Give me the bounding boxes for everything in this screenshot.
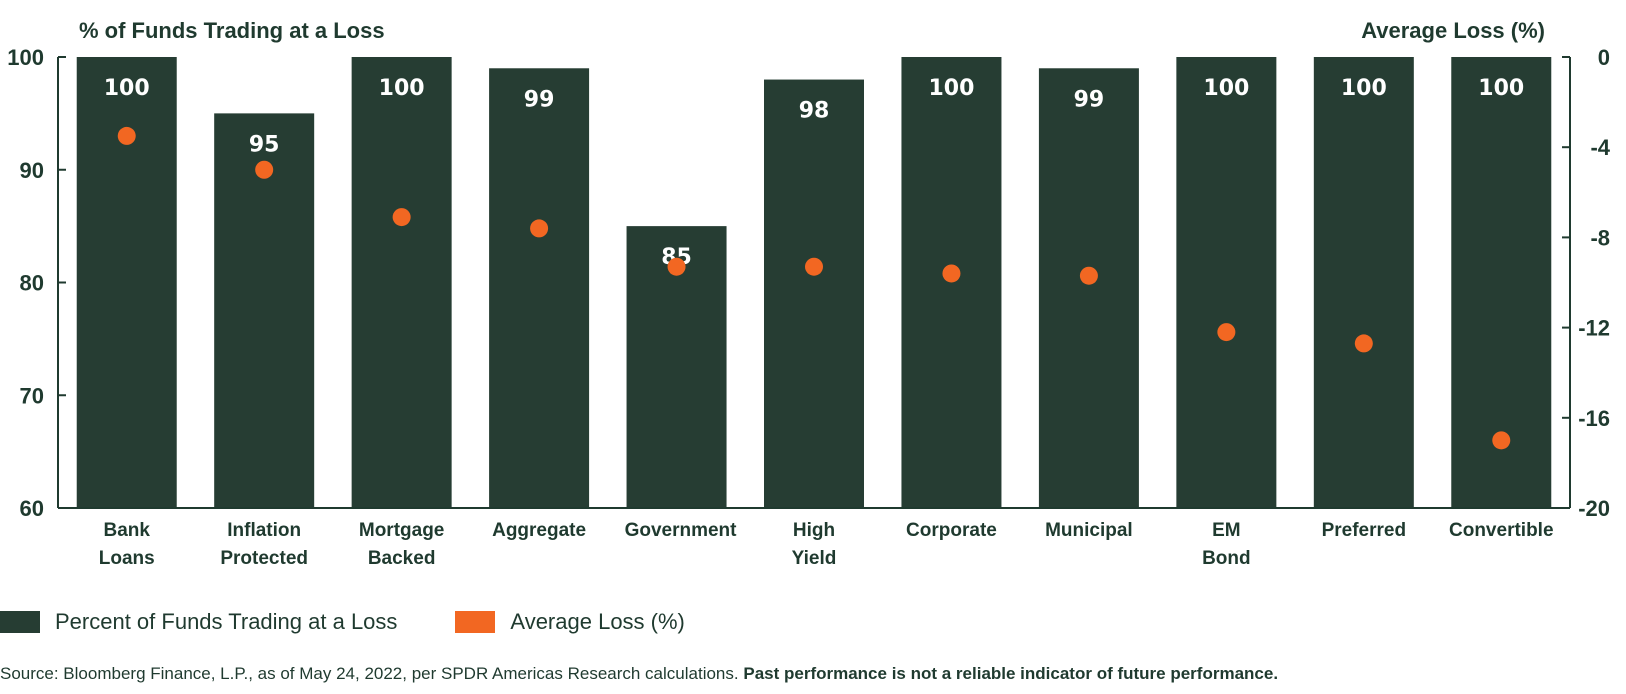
bar-value-label-6: 100 — [928, 76, 974, 101]
bar-value-label-9: 100 — [1341, 76, 1387, 101]
avg-loss-point-9 — [1354, 334, 1373, 353]
right-axis-title: Average Loss (%) — [1361, 18, 1545, 43]
legend-item-dots: Average Loss (%) — [455, 609, 685, 635]
right-tick-label-2: -8 — [1590, 225, 1610, 250]
bar-6 — [901, 57, 1002, 508]
category-label-6-0: Corporate — [906, 520, 997, 541]
avg-loss-point-10 — [1492, 431, 1511, 450]
disclaimer-text: Past performance is not a reliable indic… — [743, 664, 1279, 683]
category-label-2-0: Mortgage — [359, 520, 445, 541]
legend-item-bars: Percent of Funds Trading at a Loss — [0, 609, 397, 635]
avg-loss-point-4 — [667, 257, 686, 276]
right-tick-label-4: -16 — [1578, 406, 1610, 431]
legend-swatch-dots — [455, 611, 496, 633]
bar-8 — [1176, 57, 1277, 508]
bar-1 — [214, 113, 315, 508]
source-note: Source: Bloomberg Finance, L.P., as of M… — [0, 664, 1278, 684]
category-label-10-0: Convertible — [1449, 520, 1554, 541]
avg-loss-point-3 — [530, 219, 549, 238]
category-label-7-0: Municipal — [1045, 520, 1133, 541]
bar-value-label-0: 100 — [104, 76, 150, 101]
combo-chart: % of Funds Trading at a Loss Average Los… — [7, 18, 1610, 569]
category-label-5-1: Yield — [792, 548, 837, 569]
left-axis-title: % of Funds Trading at a Loss — [79, 18, 385, 43]
left-tick-label-0: 100 — [7, 45, 44, 70]
avg-loss-point-2 — [392, 208, 411, 227]
bar-9 — [1313, 57, 1414, 508]
category-label-4-0: Government — [625, 520, 738, 541]
category-label-8-0: EM — [1212, 520, 1241, 541]
right-tick-label-0: 0 — [1598, 45, 1610, 70]
bar-0 — [76, 57, 177, 508]
avg-loss-point-7 — [1079, 266, 1098, 285]
bar-value-label-2: 100 — [379, 76, 425, 101]
bar-value-label-10: 100 — [1478, 76, 1524, 101]
category-label-8-1: Bond — [1202, 548, 1251, 569]
source-text: Source: Bloomberg Finance, L.P., as of M… — [0, 664, 739, 683]
bar-value-label-8: 100 — [1203, 76, 1249, 101]
avg-loss-point-1 — [255, 160, 274, 179]
right-tick-label-5: -20 — [1578, 496, 1610, 521]
bar-value-label-3: 99 — [524, 87, 555, 112]
left-tick-label-4: 60 — [20, 496, 44, 521]
category-label-3-0: Aggregate — [492, 520, 586, 541]
left-tick-label-1: 90 — [20, 158, 44, 183]
category-label-0-0: Bank — [103, 520, 150, 541]
legend-swatch-bars — [0, 611, 40, 633]
bar-value-label-1: 95 — [249, 132, 280, 157]
category-label-1-0: Inflation — [227, 520, 301, 541]
category-label-2-1: Backed — [368, 548, 436, 569]
category-label-0-1: Loans — [99, 548, 155, 569]
category-label-9-0: Preferred — [1322, 520, 1407, 541]
left-tick-label-2: 80 — [20, 271, 44, 296]
left-tick-label-3: 70 — [20, 383, 44, 408]
legend-label-dots: Average Loss (%) — [510, 609, 685, 634]
bar-7 — [1038, 68, 1139, 509]
avg-loss-point-6 — [942, 264, 961, 283]
category-label-1-1: Protected — [220, 548, 308, 569]
avg-loss-point-0 — [117, 126, 136, 145]
bar-value-label-7: 99 — [1074, 87, 1105, 112]
avg-loss-point-5 — [805, 257, 823, 276]
right-tick-label-3: -12 — [1578, 316, 1610, 341]
right-tick-label-1: -4 — [1590, 135, 1610, 160]
axes: 100 90 80 70 60 0 -4 -8 -12 -16 -20 Bank Loans Inflat… — [7, 45, 1610, 569]
avg-loss-point-8 — [1217, 323, 1236, 342]
legend-label-bars: Percent of Funds Trading at a Loss — [55, 609, 398, 634]
bar-2 — [351, 57, 452, 508]
bar-3 — [489, 68, 590, 509]
legend: Percent of Funds Trading at a Loss Avera… — [0, 604, 743, 640]
bar-value-label-5: 98 — [799, 99, 830, 124]
category-label-5-0: High — [793, 520, 835, 541]
bar-5 — [764, 79, 864, 509]
dot-series — [117, 126, 1511, 450]
